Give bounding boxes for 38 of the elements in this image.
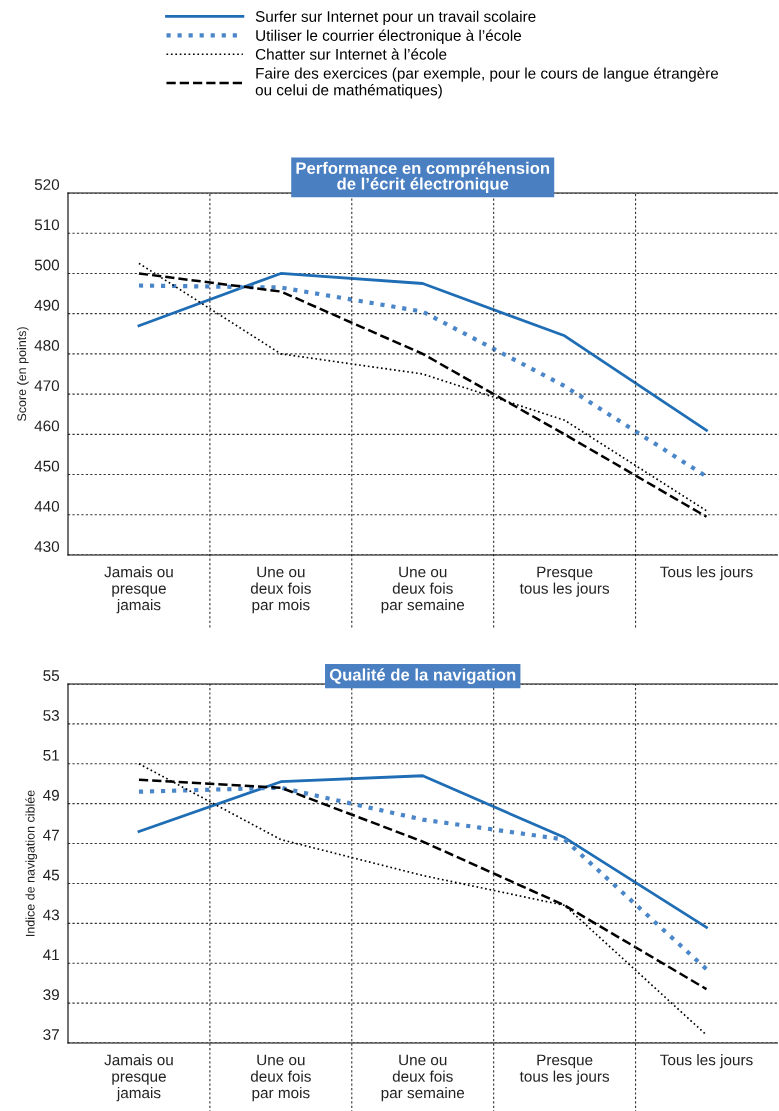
x-tick-label: Presque tous les jours: [519, 566, 610, 597]
legend-label: Surfer sur Internet pour un travail scolaire: [255, 10, 536, 25]
y-axis-title: Indice de navigation ciblée: [25, 790, 38, 936]
legend-label: Faire des exercices (par exemple, pour le cours de langue étrangère ou celui de mathématiques): [255, 67, 719, 99]
y-tick-label: 55: [43, 670, 60, 681]
legend-label: Chatter sur Internet à l’école: [255, 48, 447, 60]
y-tick-label: 49: [43, 789, 59, 801]
y-tick-label: 39: [43, 989, 59, 1001]
x-tick-label: Tous les jours: [660, 1054, 753, 1069]
y-tick-label: 53: [43, 710, 59, 721]
x-tick-label: Une ou deux fois par mois: [250, 566, 311, 614]
y-tick-label: 430: [34, 541, 60, 552]
y-tick-label: 520: [34, 179, 60, 190]
y-tick-label: 43: [43, 909, 59, 921]
y-tick-label: 47: [43, 829, 59, 841]
chart-title: Qualité de la navigation: [329, 668, 516, 684]
x-tick-label: Une ou deux fois par semaine: [381, 566, 465, 614]
x-tick-label: Jamais ou presque jamais: [104, 1054, 173, 1102]
y-tick-label: 490: [34, 299, 60, 311]
y-tick-label: 440: [34, 500, 60, 512]
x-tick-label: Jamais ou presque jamais: [104, 566, 173, 614]
y-tick-label: 480: [34, 340, 60, 351]
x-tick-label: Tous les jours: [660, 566, 753, 581]
y-tick-label: 41: [43, 949, 59, 961]
y-tick-label: 500: [34, 259, 60, 271]
chart-title: Performance en compréhension de l’écrit électronique: [296, 161, 550, 193]
y-tick-label: 45: [43, 869, 60, 881]
x-tick-label: Presque tous les jours: [519, 1054, 610, 1085]
y-tick-label: 37: [43, 1029, 59, 1040]
y-tick-label: 470: [34, 380, 60, 392]
x-tick-label: Une ou deux fois par mois: [250, 1054, 311, 1102]
y-tick-label: 510: [34, 219, 60, 231]
y-tick-label: 450: [34, 460, 60, 472]
x-tick-label: Une ou deux fois par semaine: [381, 1054, 465, 1102]
legend-label: Utiliser le courrier électronique à l’école: [256, 29, 522, 44]
y-axis-title: Score (en points): [16, 327, 29, 422]
y-tick-label: 51: [43, 750, 59, 761]
y-tick-label: 460: [34, 420, 60, 432]
